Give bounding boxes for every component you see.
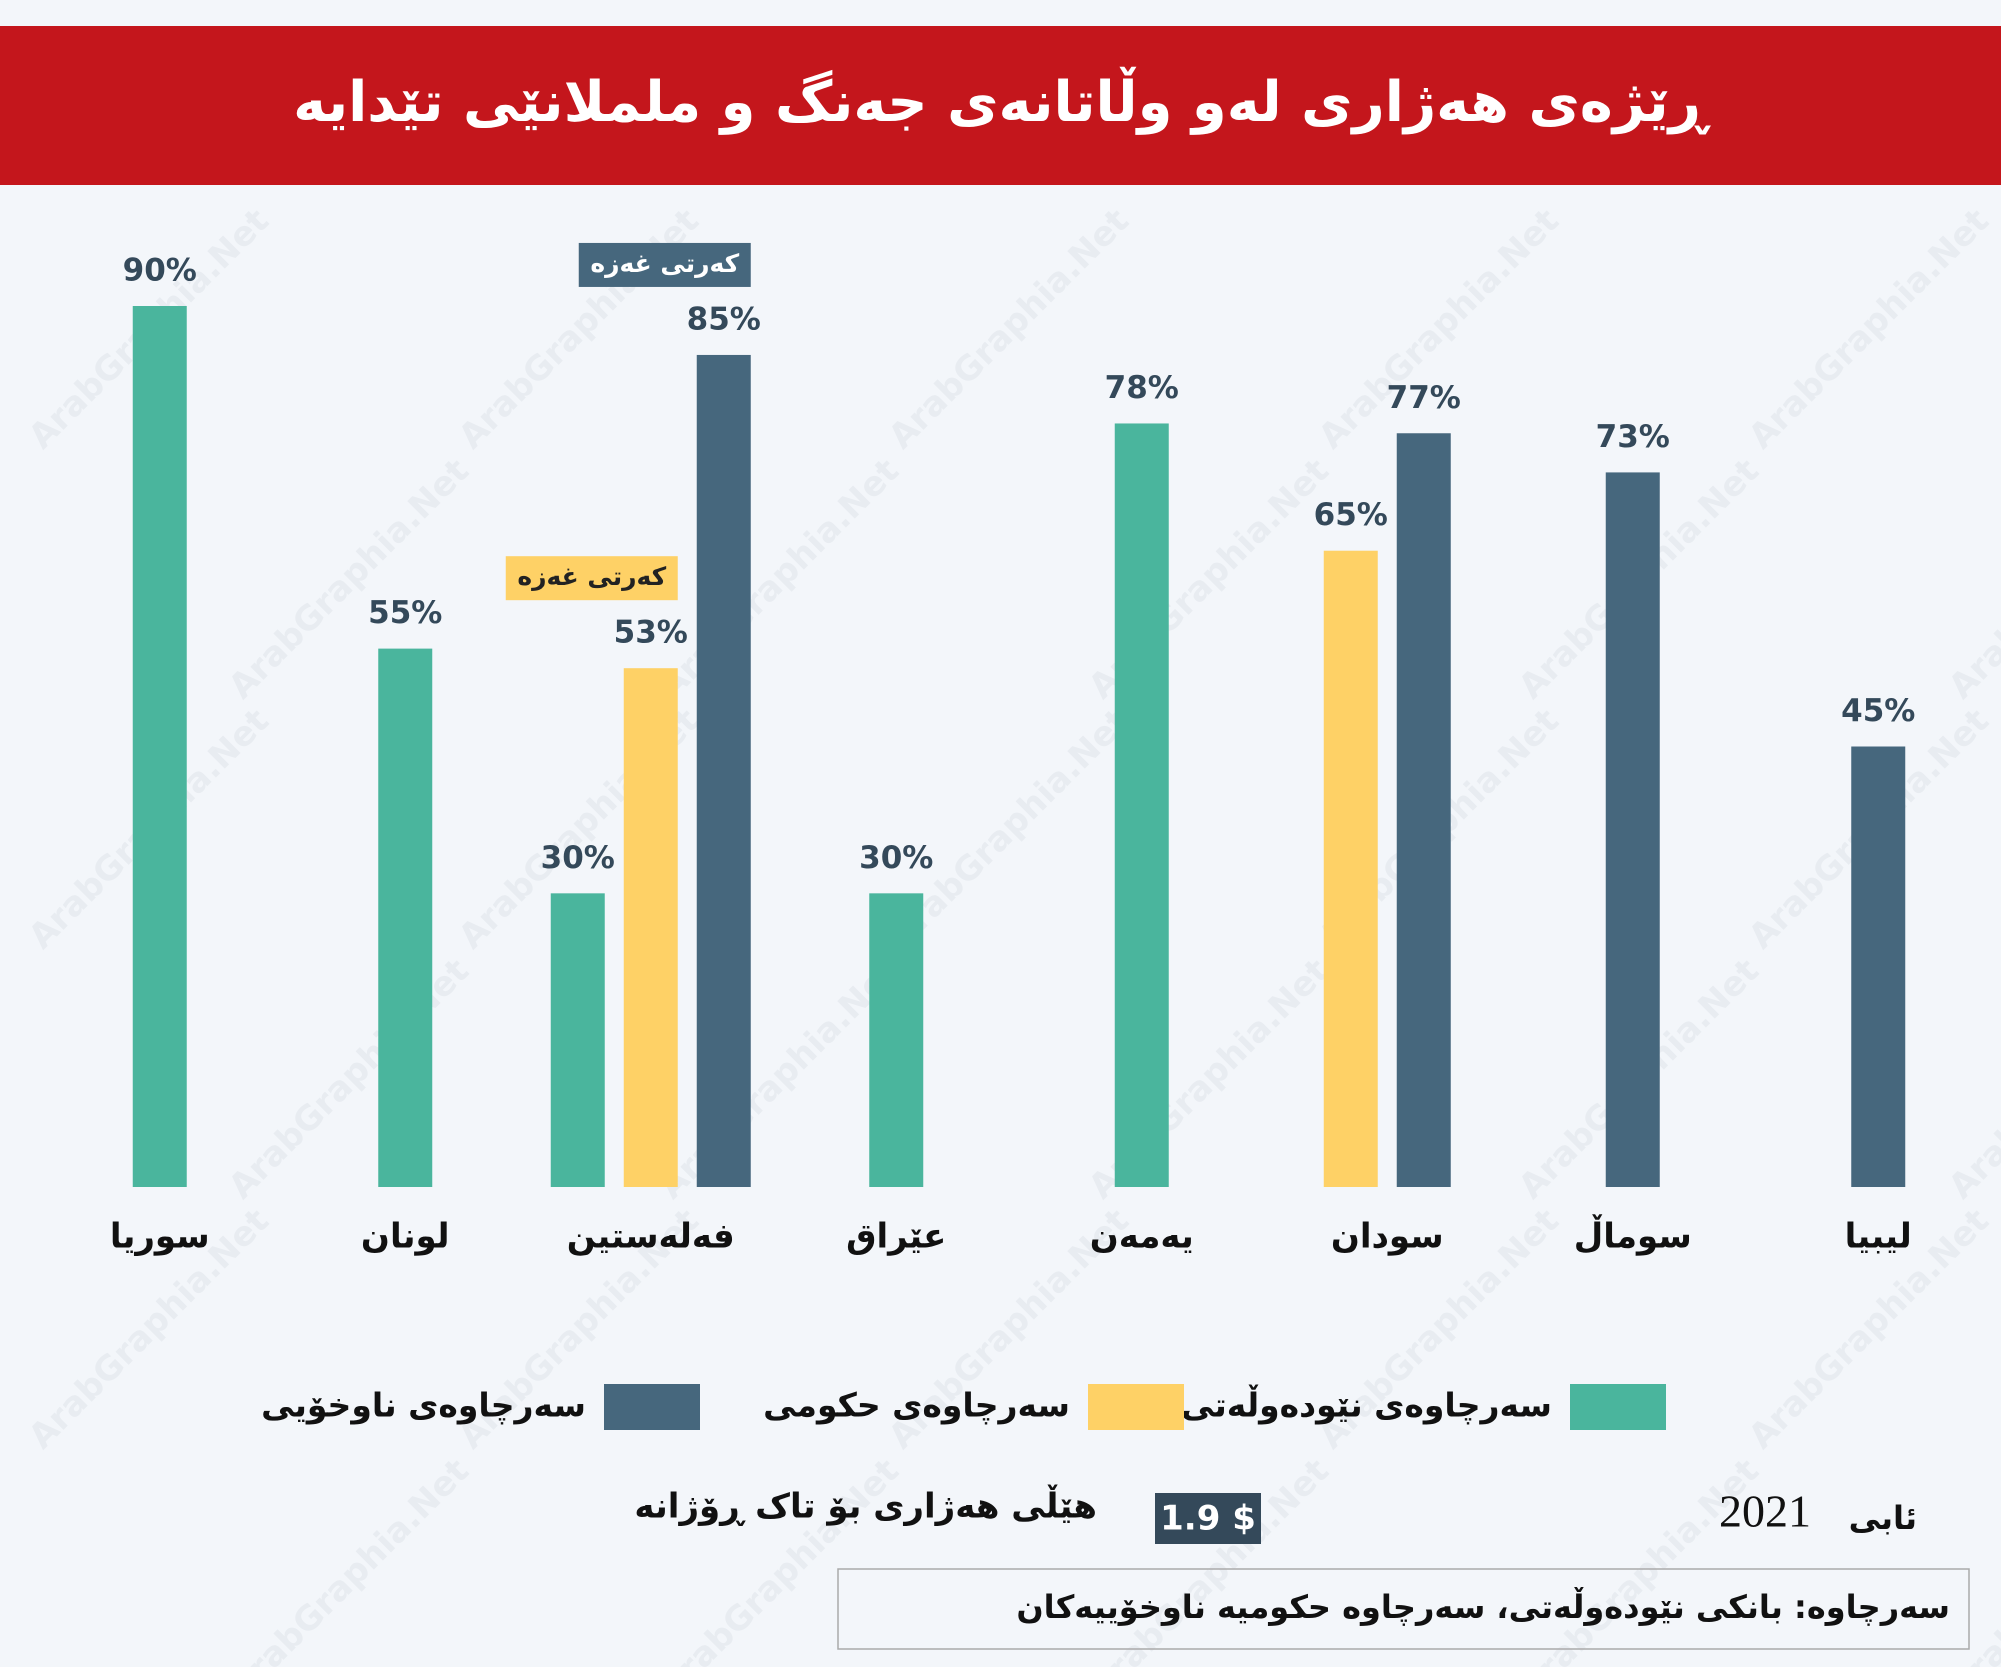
bar xyxy=(1851,746,1906,1187)
x-tick-label: سودان xyxy=(1331,1217,1444,1257)
source-box xyxy=(837,1568,1970,1650)
bar xyxy=(696,354,751,1187)
x-tick-label: یەمەن xyxy=(1090,1217,1194,1257)
source: سەرچاوە: بانکی نێودەوڵەتی، سەرچاوە حکومی… xyxy=(1016,1587,1950,1626)
legend-swatch xyxy=(1570,1384,1666,1430)
poverty-line-label: هێڵی هەژاری بۆ تاک ڕۆژانە xyxy=(634,1485,1097,1527)
x-tick-label: لیبیا xyxy=(1845,1217,1912,1257)
note-box xyxy=(578,242,751,287)
legend-label: سەرچاوەی حکومی xyxy=(763,1386,1070,1426)
value-label: 30% xyxy=(859,840,933,876)
bar xyxy=(869,893,924,1187)
legend-swatch xyxy=(1088,1384,1184,1430)
poverty-line-value: 1.9 $ xyxy=(1160,1499,1256,1539)
legend-label: سەرچاوەی نێودەوڵەتی xyxy=(1181,1385,1552,1426)
value-label: 73% xyxy=(1596,419,1670,455)
value-label: 77% xyxy=(1387,380,1461,416)
value-label: 30% xyxy=(541,840,615,876)
value-label: 78% xyxy=(1105,370,1179,406)
value-label: 90% xyxy=(123,253,197,289)
value-label: 55% xyxy=(368,595,442,631)
value-label: 65% xyxy=(1314,497,1388,533)
chart-title: ڕێژەی هەژاری لەو وڵاتانەی جەنگ و ململانێ… xyxy=(293,66,1712,135)
value-label: 53% xyxy=(614,615,688,651)
note: کەرتی غەزە xyxy=(517,562,666,591)
note-box xyxy=(505,556,678,601)
bar xyxy=(1605,472,1660,1187)
bar xyxy=(1396,433,1451,1187)
bar xyxy=(378,648,433,1187)
legend-swatch xyxy=(604,1384,700,1430)
bar xyxy=(1323,550,1378,1187)
bar xyxy=(550,893,605,1187)
x-tick-label: عێراق xyxy=(846,1217,946,1257)
x-tick-label: فەلەستین xyxy=(567,1217,735,1257)
bar xyxy=(132,306,187,1187)
value-label: 85% xyxy=(687,301,761,337)
bar xyxy=(1114,423,1169,1187)
x-tick-label: سوريا xyxy=(110,1217,210,1257)
date-year: 2021 xyxy=(1719,1486,1811,1537)
value-label: 45% xyxy=(1841,693,1915,729)
poverty-line-box xyxy=(1155,1493,1261,1544)
legend-label: سەرچاوەی ناوخۆیی xyxy=(261,1386,586,1426)
date-month: ئابی xyxy=(1849,1499,1917,1537)
note: کەرتی غەزە xyxy=(590,249,739,278)
title-bar xyxy=(0,26,2001,185)
x-tick-label: سوماڵ xyxy=(1574,1215,1692,1257)
x-tick-label: لونان xyxy=(361,1217,450,1257)
bar xyxy=(623,668,678,1187)
